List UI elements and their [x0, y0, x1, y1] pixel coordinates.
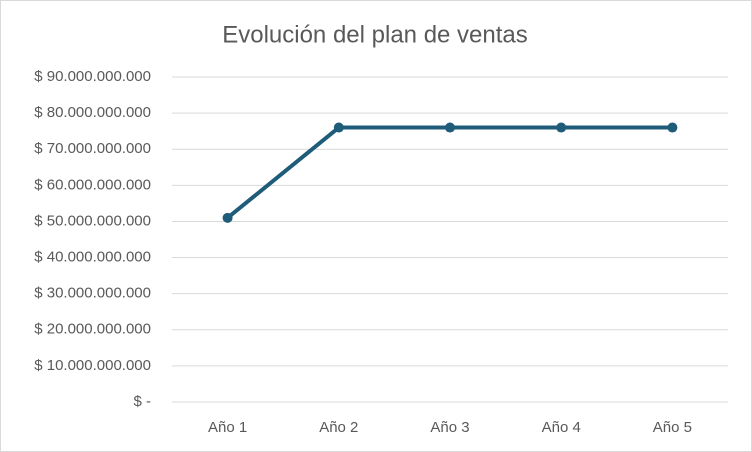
y-tick-label: $ 70.000.000.000 [34, 140, 151, 157]
y-tick-label: $ 60.000.000.000 [34, 176, 151, 193]
y-tick-label: $ 90.000.000.000 [34, 68, 151, 85]
y-tick-label: $ 20.000.000.000 [34, 321, 151, 338]
y-tick-label: $ - [133, 393, 151, 410]
x-tick-label: Año 4 [542, 419, 581, 436]
data-point [667, 122, 678, 133]
y-tick-label: $ 50.000.000.000 [34, 212, 151, 229]
data-point [333, 122, 344, 133]
y-tick-label: $ 40.000.000.000 [34, 249, 151, 266]
chart-title: Evolución del plan de ventas [222, 21, 528, 48]
y-tick-label: $ 30.000.000.000 [34, 285, 151, 302]
x-tick-label: Año 5 [653, 419, 692, 436]
x-tick-label: Año 2 [319, 419, 358, 436]
data-point [556, 122, 567, 133]
y-tick-label: $ 80.000.000.000 [34, 104, 151, 121]
data-point [445, 122, 455, 133]
data-point [222, 212, 233, 223]
x-tick-label: Año 3 [430, 419, 469, 436]
y-tick-label: $ 10.000.000.000 [34, 357, 151, 374]
x-tick-label: Año 1 [208, 419, 247, 436]
